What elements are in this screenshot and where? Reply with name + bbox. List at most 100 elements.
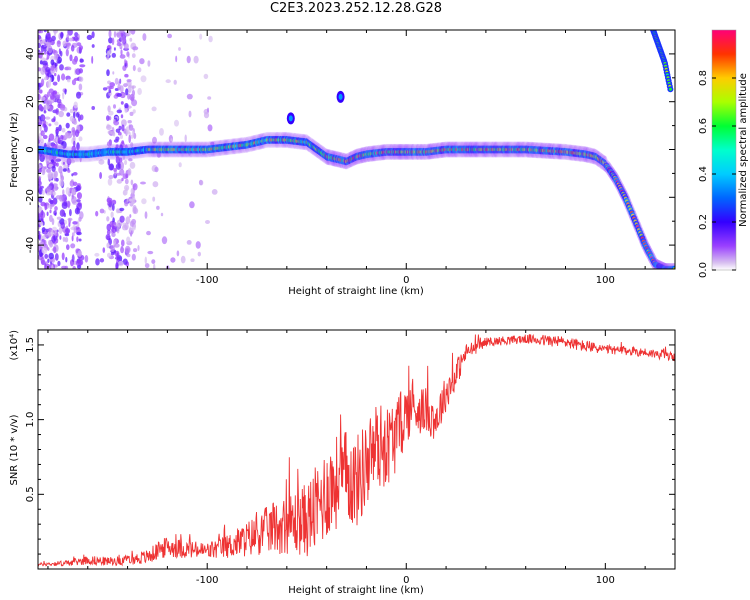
noise-speck	[132, 183, 138, 191]
noise-speck	[62, 236, 66, 242]
snr-plot-area	[38, 334, 675, 567]
noise-speck	[124, 245, 131, 254]
noise-speck	[49, 203, 53, 210]
noise-speck	[61, 92, 64, 96]
y-tick-label: 0	[25, 146, 36, 152]
noise-speck	[52, 81, 58, 86]
noise-speck	[108, 86, 114, 90]
noise-speck	[61, 73, 66, 81]
noise-speck	[137, 67, 142, 73]
noise-speck	[41, 189, 45, 196]
noise-speck	[125, 88, 129, 96]
noise-speck	[46, 36, 53, 43]
noise-speck	[42, 60, 48, 66]
noise-speck	[41, 131, 45, 136]
noise-speck	[52, 30, 59, 34]
noise-speck	[60, 221, 65, 229]
noise-speck	[55, 158, 62, 162]
noise-speck	[69, 209, 72, 217]
figure-title: C2E3.2023.252.12.28.G28	[269, 1, 443, 16]
noise-speck	[50, 159, 55, 163]
noise-speck	[43, 239, 47, 246]
spectrogram-main-trace	[38, 30, 675, 269]
noise-speck	[142, 33, 147, 41]
noise-speck	[108, 37, 113, 44]
noise-speck	[54, 230, 58, 237]
noise-speck	[51, 264, 54, 269]
noise-speck	[54, 206, 58, 211]
noise-speck	[62, 161, 65, 165]
noise-speck	[119, 54, 126, 59]
noise-speck	[91, 44, 95, 48]
noise-speck	[124, 103, 129, 109]
noise-speck	[111, 226, 117, 233]
noise-speck	[116, 179, 123, 184]
noise-speck	[53, 185, 58, 192]
noise-speck	[113, 31, 117, 38]
noise-speck	[50, 59, 55, 66]
noise-speck	[141, 198, 147, 205]
noise-speck	[112, 221, 117, 226]
noise-speck	[199, 33, 203, 40]
noise-speck	[210, 141, 215, 146]
noise-speck	[69, 180, 75, 187]
noise-speck	[38, 30, 42, 34]
noise-speck	[203, 111, 210, 119]
noise-speck	[95, 210, 99, 217]
noise-speck	[78, 83, 83, 91]
colorbar-tick-label: 0.4	[698, 166, 709, 182]
noise-speck	[46, 211, 49, 216]
noise-speck	[115, 136, 120, 141]
noise-speck	[126, 51, 130, 57]
noise-speck	[106, 223, 112, 232]
noise-speck	[124, 184, 130, 191]
noise-speck	[151, 259, 156, 264]
noise-speck	[106, 55, 110, 60]
noise-speck	[132, 46, 139, 51]
noise-speck	[132, 109, 136, 114]
noise-speck	[60, 32, 64, 39]
noise-speck	[38, 89, 43, 94]
noise-speck	[140, 181, 146, 185]
noise-speck	[132, 196, 136, 205]
noise-speck	[62, 189, 65, 196]
noise-speck	[53, 246, 57, 254]
noise-speck	[114, 77, 119, 85]
noise-speck	[77, 265, 82, 269]
noise-speck	[129, 37, 133, 42]
noise-speck	[72, 181, 78, 186]
noise-speck	[60, 134, 64, 140]
noise-speck	[72, 172, 78, 176]
noise-speck	[55, 136, 59, 143]
noise-speck	[132, 207, 139, 215]
noise-speck	[110, 252, 115, 256]
y-tick-label: 40	[25, 48, 36, 61]
noise-speck	[43, 77, 48, 81]
noise-speck	[66, 112, 71, 117]
noise-speck	[125, 60, 128, 65]
noise-speck	[115, 208, 120, 214]
noise-speck	[151, 106, 157, 112]
noise-speck	[121, 239, 125, 247]
noise-speck	[54, 212, 57, 216]
y-tick-label: 0.5	[25, 486, 36, 502]
noise-speck	[170, 257, 176, 263]
noise-speck	[189, 201, 195, 209]
noise-speck	[125, 126, 130, 134]
noise-speck	[66, 244, 70, 251]
noise-speck	[41, 241, 45, 248]
noise-speck	[75, 185, 81, 192]
noise-speck	[127, 120, 132, 124]
snr-y-unit-label: (x10⁴)	[9, 330, 20, 361]
noise-speck	[77, 250, 83, 257]
noise-speck	[71, 79, 77, 86]
noise-speck	[46, 47, 49, 51]
noise-speck	[120, 35, 126, 44]
noise-speck	[130, 142, 134, 148]
noise-speck	[128, 131, 131, 137]
noise-speck	[44, 166, 47, 170]
noise-speck	[199, 180, 204, 186]
noise-speck	[72, 221, 78, 225]
noise-speck	[73, 227, 77, 234]
noise-speck	[106, 124, 112, 130]
